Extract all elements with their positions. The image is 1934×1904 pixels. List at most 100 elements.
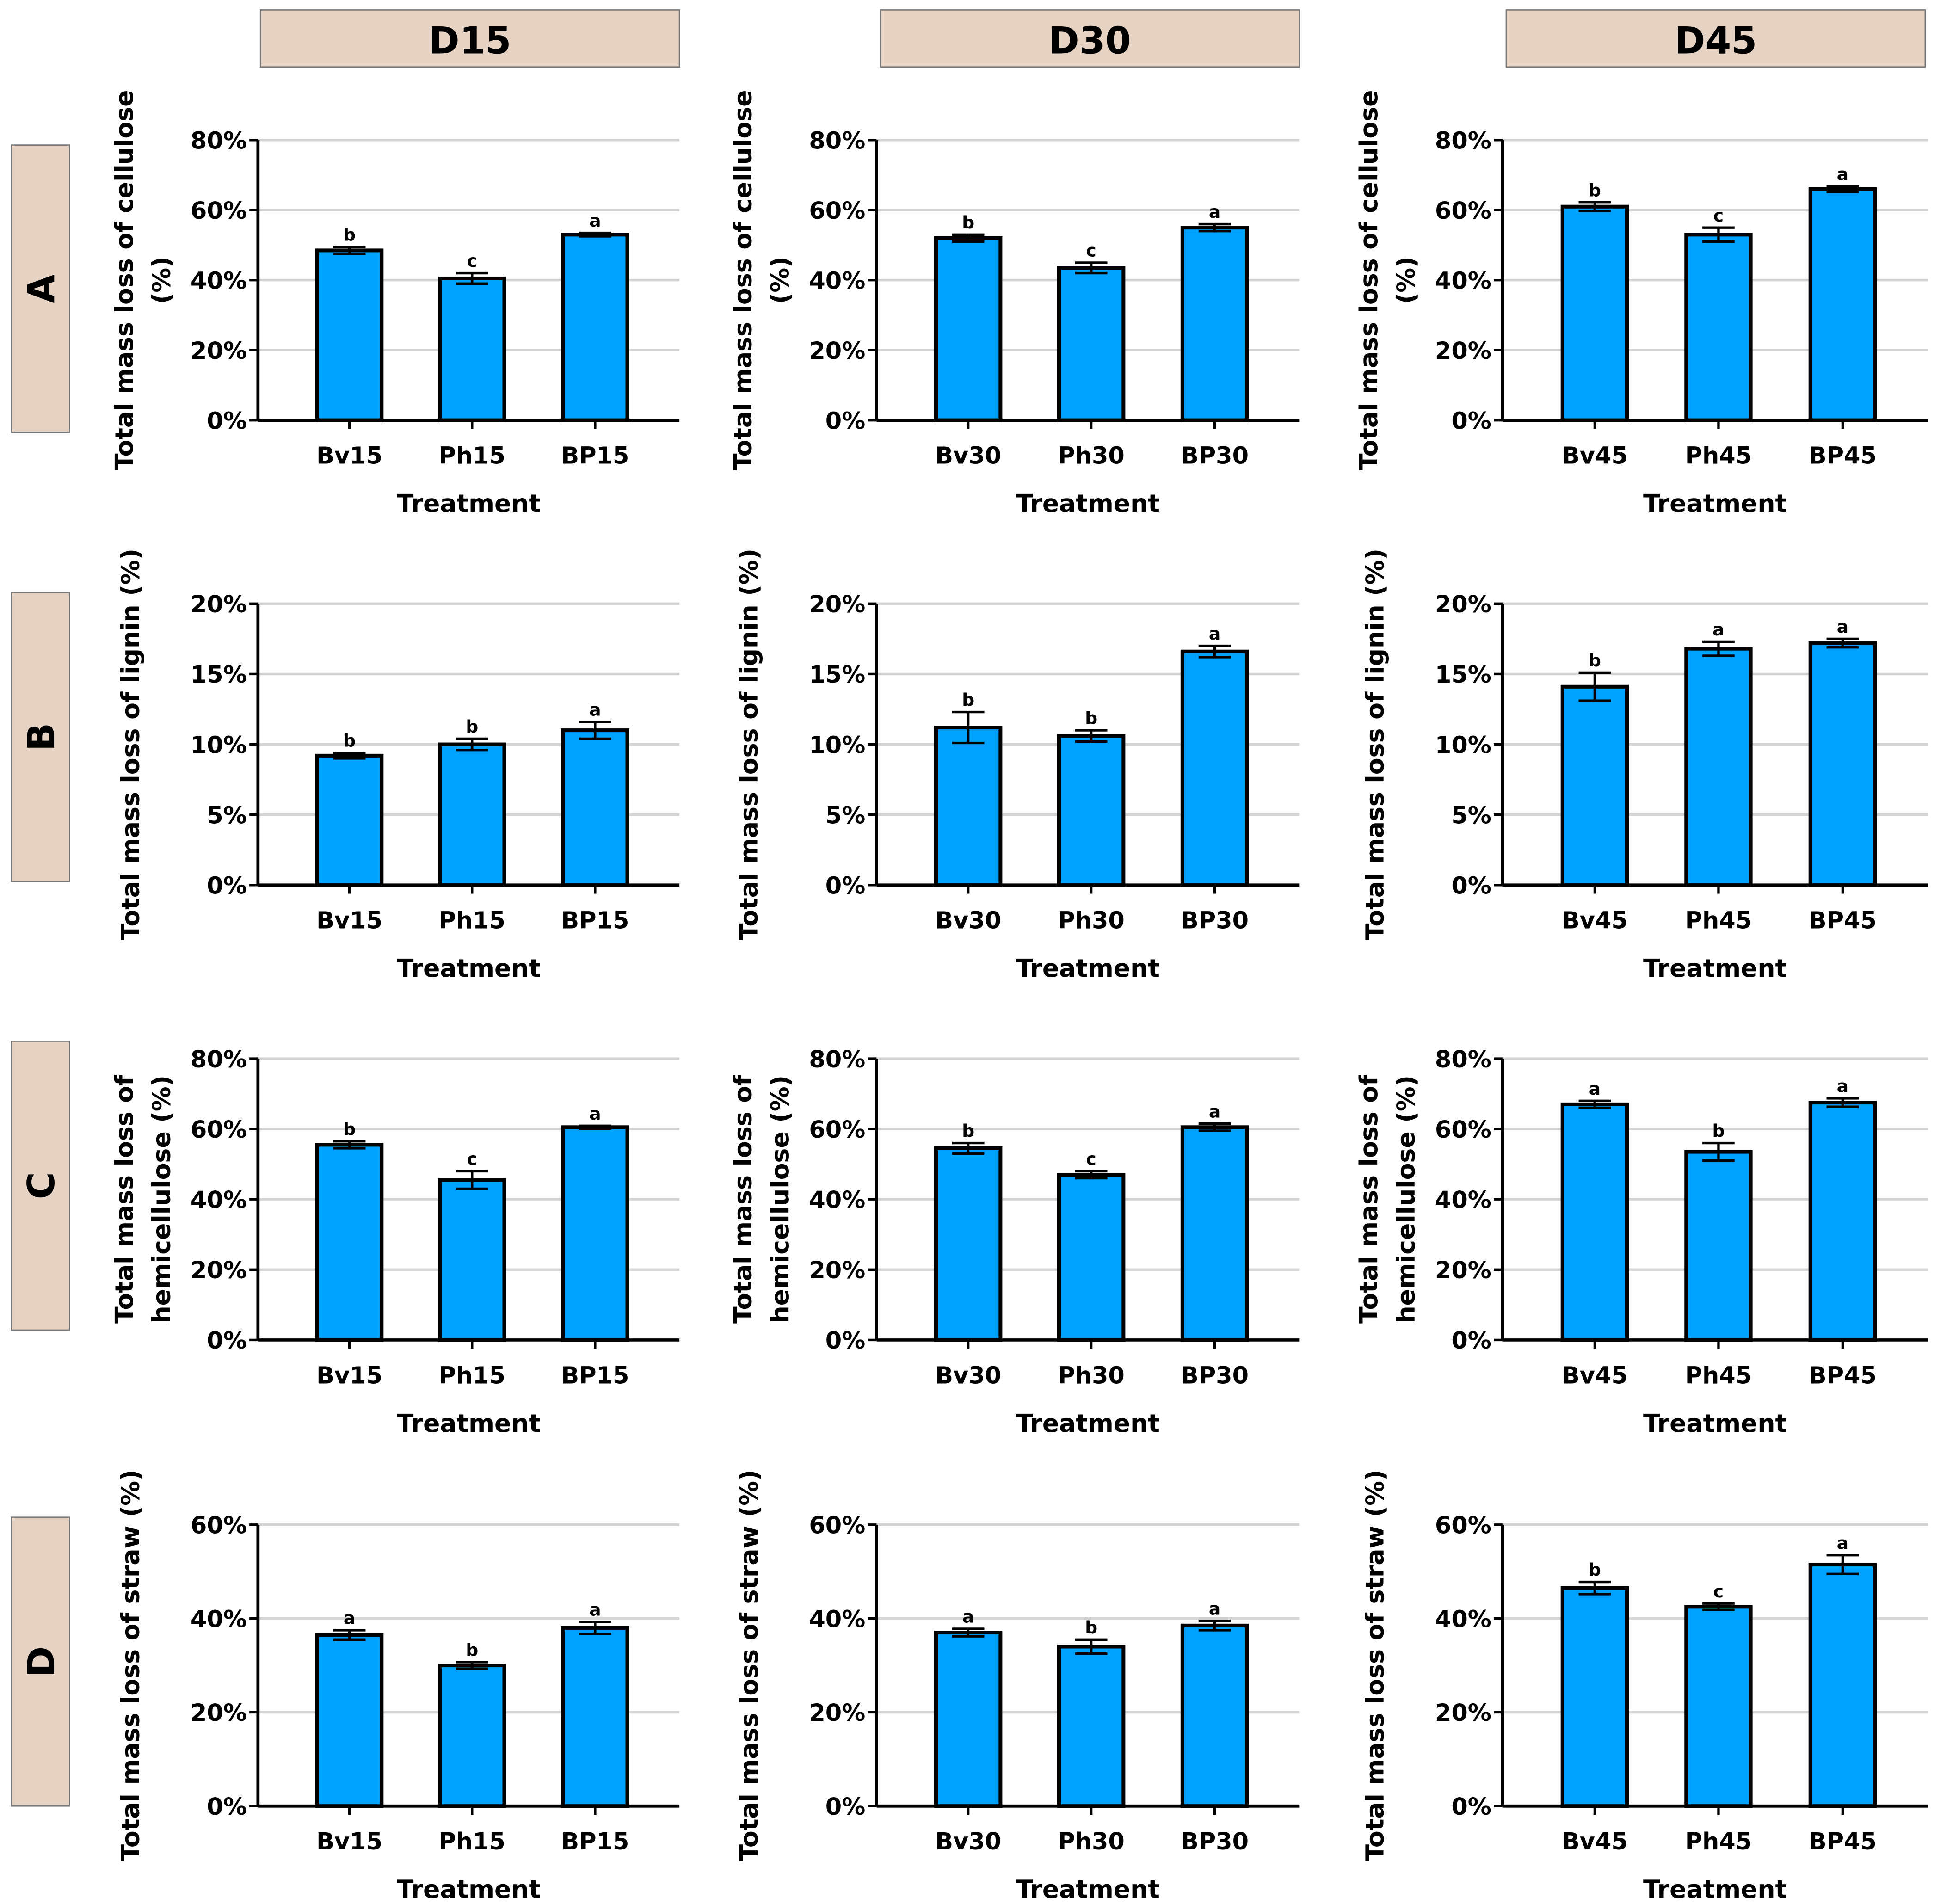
significance-letter: a xyxy=(1837,616,1848,637)
y-tick-label: 20% xyxy=(1435,1700,1491,1727)
y-axis-title: Total mass loss of lignin (%) xyxy=(734,548,764,940)
y-axis-title: Total mass loss of straw (%) xyxy=(734,1470,764,1861)
significance-letter: b xyxy=(1085,1617,1097,1638)
significance-letter: a xyxy=(1209,1598,1220,1619)
bar xyxy=(1560,1586,1629,1808)
significance-letter: b xyxy=(962,1121,974,1141)
significance-letter: a xyxy=(1837,1076,1848,1097)
y-axis-title: (%) xyxy=(147,256,176,304)
y-tick-label: 10% xyxy=(191,732,247,759)
y-tick-label: 40% xyxy=(191,1606,247,1633)
y-axis-title: Total mass loss of lignin (%) xyxy=(1360,548,1389,940)
significance-letter: c xyxy=(1713,1581,1724,1602)
chart-panel: 0% 20% 40% 60% b Bv45 c Ph45 a BP45 Treatment Total… xyxy=(1360,1470,1928,1904)
x-tick-label: Ph30 xyxy=(1058,1362,1124,1389)
x-tick-label: BP15 xyxy=(561,1828,629,1855)
bar xyxy=(1057,266,1126,422)
y-tick-label: 40% xyxy=(1435,1606,1491,1633)
y-tick-label: 0% xyxy=(207,1327,246,1355)
row-label: A xyxy=(19,274,63,303)
y-axis-title: Total mass loss of cellulose xyxy=(1354,90,1383,470)
chart-panel: 0% 20% 40% 60% 80% b Bv15 c Ph15 a BP15 Treatment To… xyxy=(110,90,680,518)
x-axis-title: Treatment xyxy=(397,1875,541,1904)
significance-letter: a xyxy=(962,1607,974,1627)
x-tick-label: BP30 xyxy=(1181,1828,1249,1855)
x-tick-label: BP45 xyxy=(1809,442,1877,469)
significance-letter: a xyxy=(1712,619,1724,640)
row-label: C xyxy=(19,1172,63,1199)
significance-letter: a xyxy=(1837,1533,1848,1553)
x-tick-label: Bv30 xyxy=(935,1828,1001,1855)
bar xyxy=(1560,684,1629,887)
bar xyxy=(438,276,506,422)
x-tick-label: Bv15 xyxy=(316,442,382,469)
x-tick-label: BP15 xyxy=(561,442,629,469)
x-tick-label: Bv15 xyxy=(316,1362,382,1389)
column-header-box xyxy=(1505,9,1926,68)
x-tick-label: Ph30 xyxy=(1058,907,1124,935)
significance-letter: b xyxy=(1712,1121,1725,1141)
y-tick-label: 40% xyxy=(809,1606,865,1633)
x-tick-label: Bv45 xyxy=(1562,907,1628,935)
y-tick-label: 0% xyxy=(207,1793,246,1821)
bar xyxy=(1808,641,1877,887)
x-tick-label: Ph15 xyxy=(439,1828,505,1855)
y-tick-label: 40% xyxy=(809,1187,865,1214)
significance-letter: b xyxy=(1085,708,1097,728)
y-tick-label: 5% xyxy=(207,802,246,829)
significance-letter: b xyxy=(1589,180,1601,200)
significance-letter: b xyxy=(1589,1559,1601,1580)
y-tick-label: 5% xyxy=(825,802,865,829)
y-tick-label: 0% xyxy=(1451,1793,1491,1821)
y-tick-label: 60% xyxy=(191,1512,247,1540)
significance-letter: a xyxy=(589,1599,601,1620)
bar xyxy=(1684,1150,1753,1342)
y-tick-label: 80% xyxy=(809,128,865,155)
y-tick-label: 0% xyxy=(825,1793,865,1821)
x-axis-title: Treatment xyxy=(397,1409,541,1438)
y-tick-label: 60% xyxy=(809,197,865,225)
x-tick-label: Bv30 xyxy=(935,1362,1001,1389)
significance-letter: a xyxy=(589,1103,601,1124)
y-tick-label: 40% xyxy=(191,268,247,295)
significance-letter: c xyxy=(1086,240,1096,260)
y-axis-title: Total mass loss of xyxy=(110,1075,139,1324)
x-tick-label: Ph45 xyxy=(1685,907,1752,935)
y-axis-title: Total mass loss of cellulose xyxy=(110,90,139,470)
y-tick-label: 20% xyxy=(809,338,865,365)
y-tick-label: 60% xyxy=(1435,1512,1491,1540)
x-axis-title: Treatment xyxy=(1643,1409,1787,1438)
chart-panel: 0% 20% 40% 60% 80% b Bv30 c Ph30 a BP30 Treatment To… xyxy=(728,1046,1300,1438)
bar xyxy=(315,753,384,887)
significance-letter: a xyxy=(1209,1101,1220,1121)
y-axis-title: Total mass loss of cellulose xyxy=(728,90,757,470)
bar xyxy=(1180,1125,1249,1342)
y-tick-label: 5% xyxy=(1451,802,1491,829)
y-tick-label: 20% xyxy=(191,338,247,365)
y-tick-label: 40% xyxy=(191,1187,247,1214)
y-tick-label: 0% xyxy=(1451,1327,1491,1355)
y-tick-label: 0% xyxy=(1451,873,1491,900)
chart-panel: 0% 5% 10% 15% 20% b Bv15 b Ph15 a BP15 Treatment Tot… xyxy=(116,548,680,983)
x-tick-label: BP30 xyxy=(1181,1362,1249,1389)
y-axis-title: Total mass loss of straw (%) xyxy=(1360,1470,1389,1861)
y-axis-title: hemicellulose (%) xyxy=(1391,1075,1420,1324)
significance-letter: c xyxy=(1713,205,1724,226)
bar xyxy=(561,1626,629,1808)
y-tick-label: 15% xyxy=(191,661,247,689)
significance-letter: c xyxy=(1086,1149,1096,1169)
y-tick-label: 80% xyxy=(191,128,247,155)
significance-letter: b xyxy=(343,1119,356,1139)
y-tick-label: 80% xyxy=(809,1046,865,1073)
y-tick-label: 40% xyxy=(1435,268,1491,295)
chart-panel: 0% 20% 40% 60% 80% a Bv45 b Ph45 a BP45 Treatment To… xyxy=(1354,1046,1928,1438)
y-tick-label: 20% xyxy=(809,1257,865,1284)
y-tick-label: 20% xyxy=(1435,591,1491,618)
bar xyxy=(1180,649,1249,887)
y-tick-label: 0% xyxy=(825,1327,865,1355)
bar xyxy=(1684,647,1753,887)
bar xyxy=(1560,1102,1629,1342)
x-tick-label: Ph45 xyxy=(1685,1362,1752,1389)
x-tick-label: BP45 xyxy=(1809,907,1877,935)
